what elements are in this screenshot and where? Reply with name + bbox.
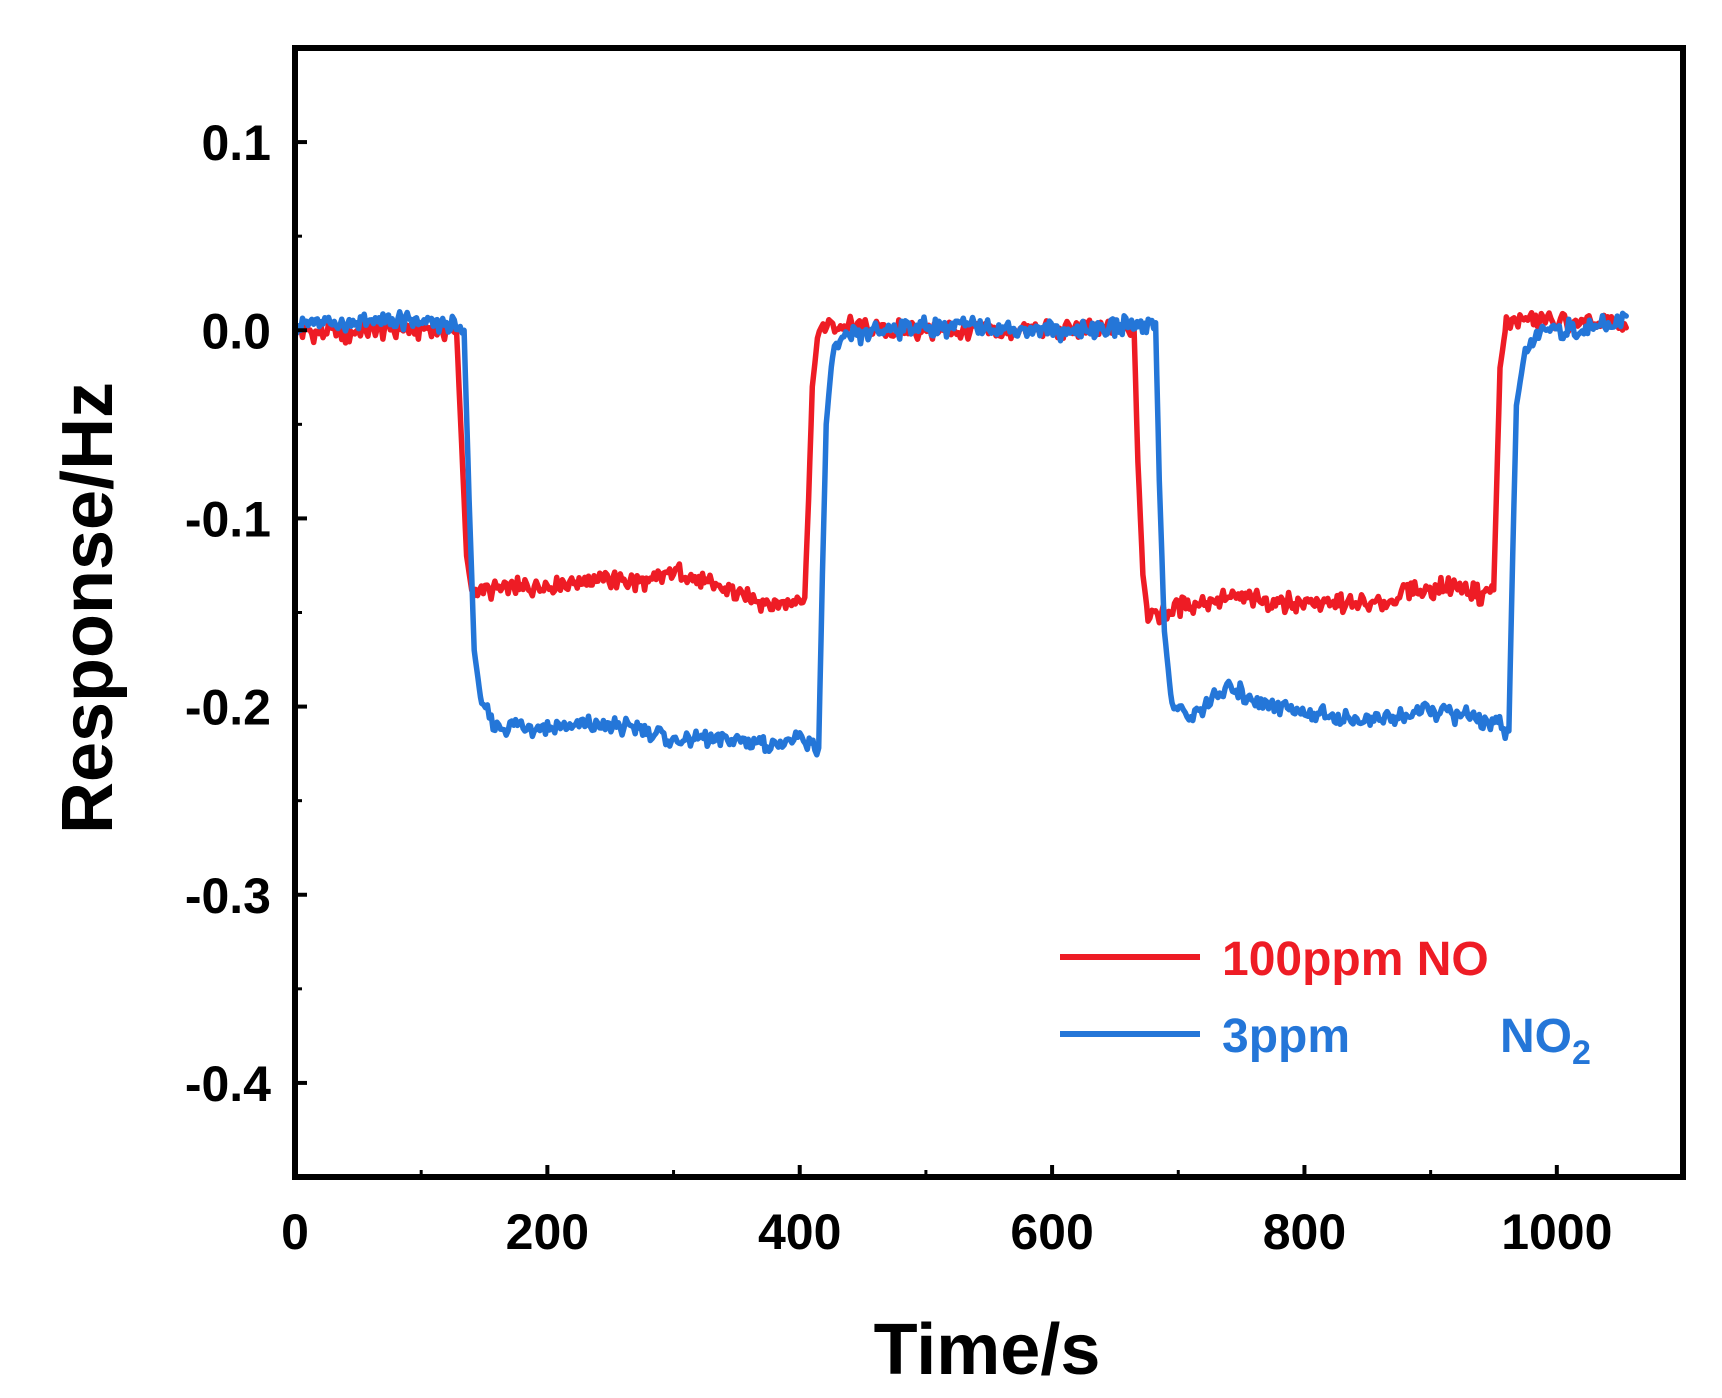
x-tick-label: 200 bbox=[506, 1204, 589, 1260]
legend: 100ppm NO 3ppm NO2 bbox=[1060, 933, 1591, 1072]
y-tick-label: 0.1 bbox=[201, 115, 271, 171]
legend-gas-no: NO bbox=[1500, 1010, 1572, 1063]
x-tick-label: 400 bbox=[758, 1204, 841, 1260]
legend-subscript-2: 2 bbox=[1572, 1034, 1591, 1072]
y-tick-label: -0.3 bbox=[185, 868, 271, 924]
x-tick-label: 1000 bbox=[1501, 1204, 1612, 1260]
x-axis-ticks: 0 200 400 600 800 1000 bbox=[281, 1165, 1612, 1260]
y-tick-label: -0.4 bbox=[185, 1056, 271, 1112]
x-axis-title: Time/s bbox=[874, 1310, 1101, 1390]
y-tick-label: -0.1 bbox=[185, 491, 271, 547]
plot-frame bbox=[292, 45, 1686, 1180]
series-line-1 bbox=[292, 309, 1629, 758]
x-tick-label: 0 bbox=[281, 1204, 309, 1260]
x-tick-label: 600 bbox=[1010, 1204, 1093, 1260]
legend-label-100ppm-no: 100ppm NO bbox=[1222, 933, 1489, 986]
legend-label-no2: NO2 bbox=[1500, 1010, 1591, 1072]
legend-label-3ppm: 3ppm bbox=[1222, 1010, 1350, 1063]
series-layer bbox=[292, 309, 1629, 758]
y-tick-label: 0.0 bbox=[201, 303, 271, 359]
y-axis-ticks: 0.1 0.0 -0.1 -0.2 -0.3 -0.4 bbox=[185, 115, 307, 1112]
y-axis-title: Response/Hz bbox=[48, 382, 128, 834]
x-tick-label: 800 bbox=[1263, 1204, 1346, 1260]
series-line-0 bbox=[292, 309, 1629, 626]
y-tick-label: -0.2 bbox=[185, 680, 271, 736]
